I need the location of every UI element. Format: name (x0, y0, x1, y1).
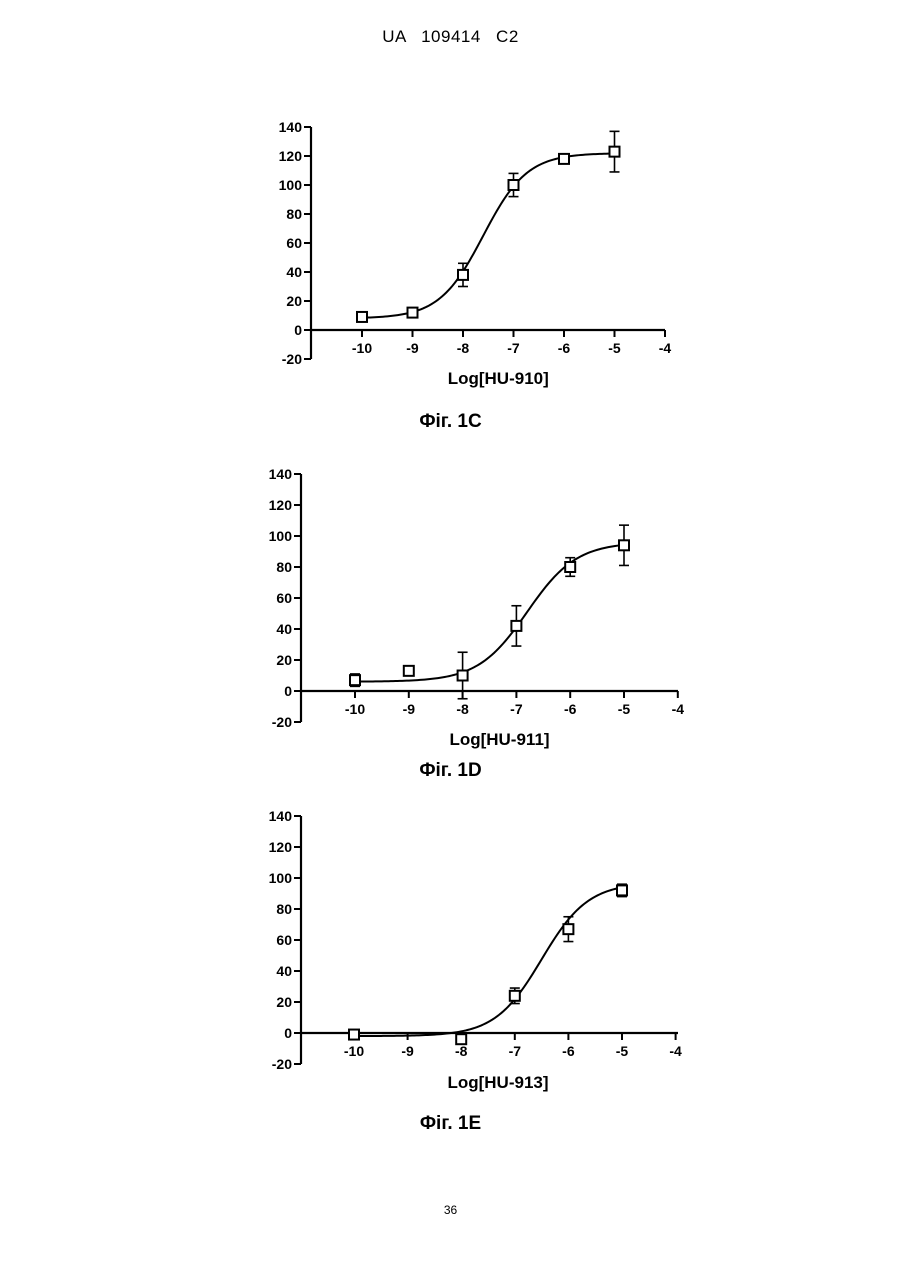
data-point (563, 924, 573, 934)
y-tick-label: 20 (276, 994, 292, 1010)
y-tick-label: 100 (269, 870, 293, 886)
y-tick-label: 80 (276, 901, 292, 917)
x-axis-label: Log[HU-913] (447, 1073, 548, 1092)
chart-1e: -20 0 20 40 60 80 100 120 140 -10 -9 -8 -7 -6 -5 -4 Log[… (0, 0, 901, 1110)
fit-curve (354, 887, 622, 1036)
y-tick-label: 60 (276, 932, 292, 948)
x-tick-label: -8 (455, 1043, 468, 1059)
data-point (349, 1030, 359, 1040)
figure-caption-1e: Фіг. 1Е (0, 1113, 901, 1135)
data-point (510, 991, 520, 1001)
x-tick-label: -9 (401, 1043, 414, 1059)
y-tick-label: 120 (269, 839, 293, 855)
y-tick-label: -20 (272, 1056, 292, 1072)
x-tick-label: -5 (616, 1043, 629, 1059)
y-tick-label: 0 (284, 1025, 292, 1041)
page-number: 36 (0, 1203, 901, 1217)
x-tick-label: -4 (669, 1043, 682, 1059)
y-tick-label: 140 (269, 808, 293, 824)
data-point (456, 1034, 466, 1044)
data-point (617, 885, 627, 895)
figure-1e: -20 0 20 40 60 80 100 120 140 -10 -9 -8 -7 -6 -5 -4 Log[… (0, 0, 901, 1140)
x-tick-label: -7 (509, 1043, 522, 1059)
x-tick-label: -6 (562, 1043, 575, 1059)
y-tick-label: 40 (276, 963, 292, 979)
x-tick-label: -10 (344, 1043, 364, 1059)
